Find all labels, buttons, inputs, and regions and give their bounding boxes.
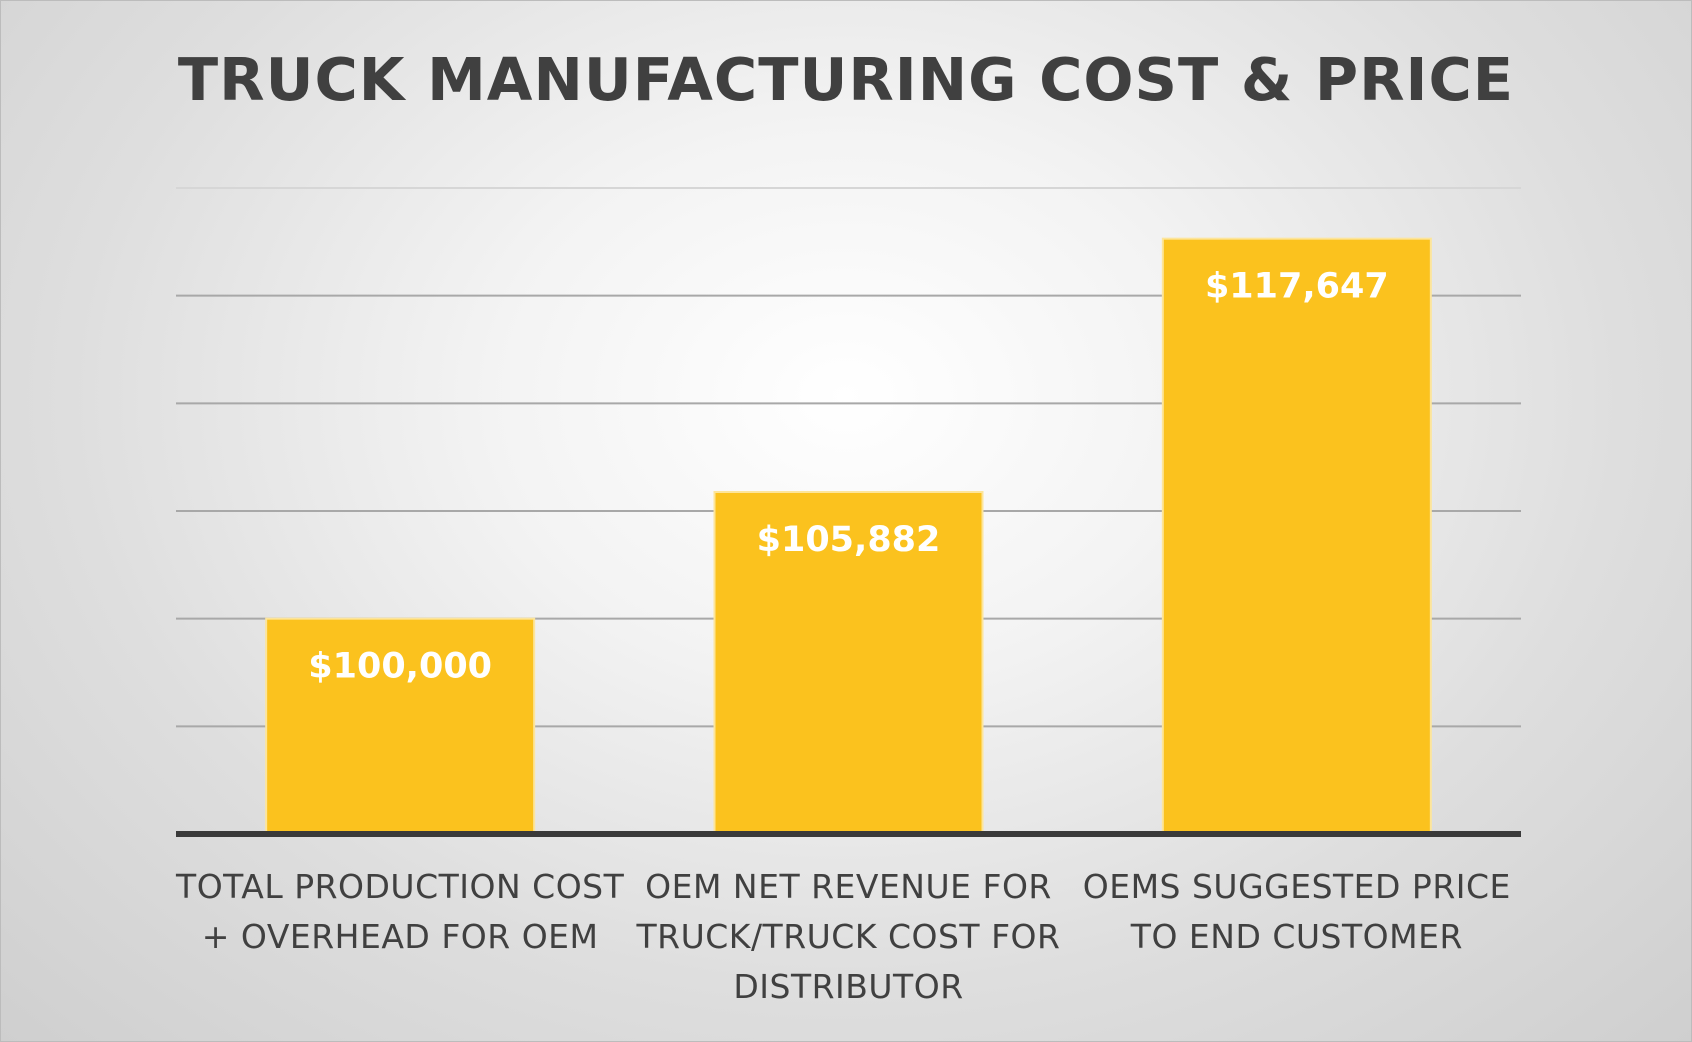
- category-label-line: OEMS SUGGESTED PRICE: [1082, 867, 1511, 906]
- category-label-0: TOTAL PRODUCTION COST + OVERHEAD FOR OEM: [165, 862, 635, 962]
- category-label-1: OEM NET REVENUE FOR TRUCK/TRUCK COST FOR D…: [614, 862, 1084, 1012]
- category-label-line: DISTRIBUTOR: [733, 967, 964, 1006]
- category-label-line: OEM NET REVENUE FOR: [645, 867, 1052, 906]
- bar-2: [1161, 237, 1432, 836]
- category-label-line: + OVERHEAD FOR OEM: [201, 917, 599, 956]
- data-label-2: $117,647: [1205, 267, 1389, 307]
- data-label-1: $105,882: [757, 520, 941, 560]
- bar-1: [713, 491, 984, 835]
- category-label-line: TO END CUSTOMER: [1130, 917, 1463, 956]
- chart-title: TRUCK MANUFACTURING COST & PRICE: [177, 45, 1515, 114]
- data-label-0: $100,000: [308, 647, 492, 687]
- category-label-line: TOTAL PRODUCTION COST: [176, 867, 625, 906]
- category-label-line: TRUCK/TRUCK COST FOR: [636, 917, 1061, 956]
- category-label-2: OEMS SUGGESTED PRICE TO END CUSTOMER: [1062, 862, 1532, 962]
- bar-0: [265, 617, 536, 836]
